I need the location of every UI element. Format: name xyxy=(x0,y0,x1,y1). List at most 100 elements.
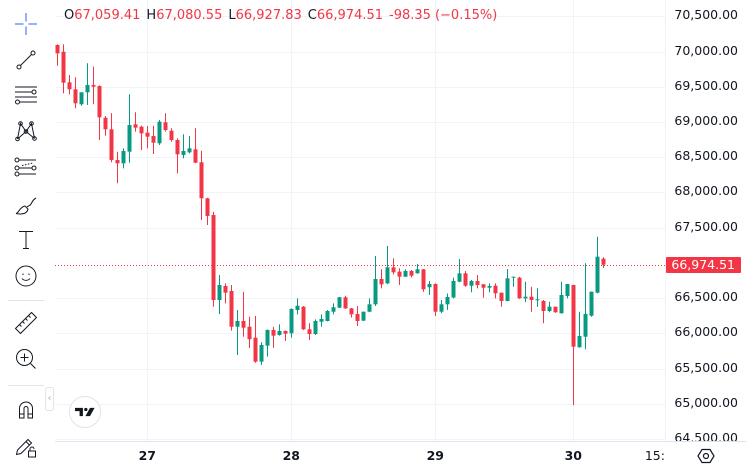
candle-body xyxy=(247,326,252,340)
candle-body xyxy=(385,267,390,284)
candle-body xyxy=(235,321,240,327)
crosshair-tool-button[interactable] xyxy=(12,10,40,38)
candle-body xyxy=(547,306,552,312)
low-label: L xyxy=(228,8,236,23)
candle-down xyxy=(97,85,102,141)
candle-body xyxy=(445,296,450,305)
tradingview-logo[interactable] xyxy=(69,396,101,428)
candle-body xyxy=(517,277,522,299)
price-axis-label: 68,000.00 xyxy=(674,183,738,199)
candle-body xyxy=(571,285,576,347)
candle-body xyxy=(277,330,282,335)
candle-body xyxy=(313,321,318,334)
candle-up xyxy=(325,310,330,322)
collapse-toolbar-handle[interactable]: ‹ xyxy=(45,387,54,411)
price-axis-label: 65,000.00 xyxy=(674,394,738,410)
candle-down xyxy=(493,283,498,299)
toolbar-separator xyxy=(8,385,44,386)
low-value: 66,927.83 xyxy=(235,8,302,23)
candle-body xyxy=(79,92,84,105)
candle-up xyxy=(535,288,540,307)
trend-line-tool-button[interactable] xyxy=(12,46,40,74)
close-label: C xyxy=(307,8,317,23)
candle-down xyxy=(115,151,120,184)
zoom-in-tool-button[interactable] xyxy=(12,345,40,373)
candle-up xyxy=(319,314,324,327)
projection-tool-button[interactable] xyxy=(12,154,40,182)
candle-body xyxy=(451,280,456,298)
fib-retracement-tool-button[interactable] xyxy=(12,82,40,110)
candle-up xyxy=(457,259,462,283)
candle-body xyxy=(181,150,186,156)
candle-down xyxy=(301,306,306,331)
candle-up xyxy=(451,277,456,299)
candle-body xyxy=(409,270,414,276)
candle-up xyxy=(127,94,132,163)
candle-up xyxy=(511,276,516,287)
candle-up xyxy=(295,298,300,315)
magnet-tool-button[interactable] xyxy=(12,395,40,423)
candle-body xyxy=(511,276,516,278)
price-axis[interactable]: 70,500.00 70,000.00 69,500.00 69,000.00 68,5… xyxy=(666,0,746,441)
candle-down xyxy=(109,113,114,163)
chart-settings-button[interactable] xyxy=(697,447,715,465)
time-axis-label: 15: xyxy=(644,448,665,463)
candle-body xyxy=(121,150,126,164)
magnet-icon xyxy=(19,401,33,419)
candle-down xyxy=(475,274,480,289)
legend-open: O67,059.41 xyxy=(64,8,140,24)
measure-tool-button[interactable] xyxy=(12,309,40,337)
candle-body xyxy=(493,285,498,294)
candle-body xyxy=(73,89,78,104)
candle-down xyxy=(421,269,426,292)
candle-body xyxy=(283,330,288,334)
candle-down xyxy=(253,316,258,363)
candle-down xyxy=(343,295,348,309)
text-tool-button[interactable] xyxy=(12,226,40,254)
candle-up xyxy=(583,263,588,350)
candle-body xyxy=(577,336,582,348)
candle-body xyxy=(115,160,120,164)
candle-down xyxy=(391,258,396,275)
candle-up xyxy=(595,236,600,294)
candle-body xyxy=(601,258,606,265)
candle-body xyxy=(61,51,66,83)
projection-icon xyxy=(14,157,37,177)
candle-body xyxy=(127,124,132,152)
brush-tool-button[interactable] xyxy=(12,191,40,219)
candle-body xyxy=(163,122,168,130)
candle-up xyxy=(331,303,336,315)
time-axis[interactable]: 27 28 29 30 15: xyxy=(55,442,665,470)
candle-body xyxy=(319,318,324,322)
candle-up xyxy=(385,245,390,285)
candle-body xyxy=(175,140,180,155)
candle-up xyxy=(217,274,222,314)
emoji-tool-button[interactable] xyxy=(12,262,40,290)
candle-body xyxy=(133,124,138,128)
candle-body xyxy=(397,271,402,277)
candle-body xyxy=(67,82,72,90)
change-value: -98.35 xyxy=(389,8,431,23)
candle-body xyxy=(433,284,438,312)
candle-body xyxy=(529,296,534,301)
open-value: 67,059.41 xyxy=(74,8,141,23)
time-axis-label: 30 xyxy=(564,448,582,463)
change-percent: (−0.15%) xyxy=(434,8,498,23)
candle-up xyxy=(277,324,282,336)
lock-drawings-tool-button[interactable] xyxy=(12,432,40,460)
price-axis-label: 67,500.00 xyxy=(674,218,738,234)
pattern-tool-button[interactable] xyxy=(12,117,40,145)
candle-up xyxy=(523,281,528,303)
candle-down xyxy=(601,257,606,268)
candle-body xyxy=(475,280,480,286)
candle-body xyxy=(415,269,420,274)
candle-down xyxy=(199,150,204,220)
candle-body xyxy=(295,305,300,311)
candle-body xyxy=(439,304,444,312)
candle-body xyxy=(349,308,354,315)
candle-down xyxy=(355,306,360,327)
candle-down xyxy=(103,115,108,136)
candle-body xyxy=(367,304,372,312)
